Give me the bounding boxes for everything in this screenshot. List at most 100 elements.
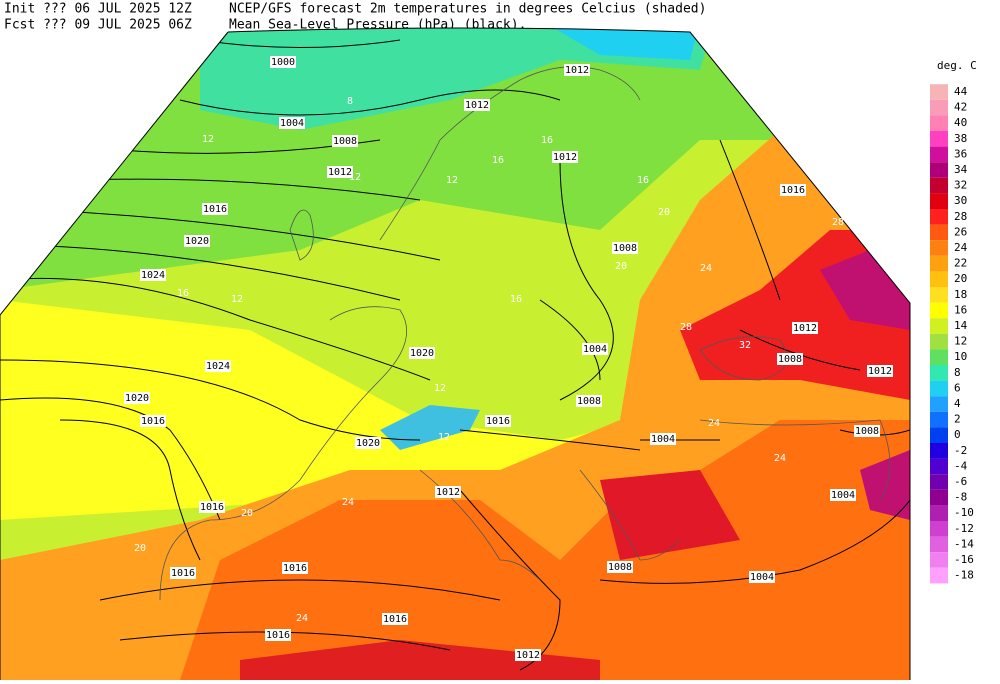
legend-swatch xyxy=(930,396,948,412)
isobar-label-bg xyxy=(485,415,511,427)
legend-label: -18 xyxy=(954,569,974,582)
isobar-label-bg xyxy=(124,392,150,404)
legend-label: -10 xyxy=(954,506,974,519)
legend-label: 28 xyxy=(954,210,967,223)
isobar-label: 1008 xyxy=(778,354,802,365)
legend-label: 42 xyxy=(954,101,967,114)
legend-swatch xyxy=(930,427,948,443)
legend-swatch xyxy=(930,567,948,584)
legend-label: 6 xyxy=(954,381,961,394)
isobar-label: 1012 xyxy=(793,323,817,334)
legend-label: 38 xyxy=(954,132,967,145)
temperature-label: 20 xyxy=(658,207,670,218)
isobar-label: 1004 xyxy=(280,118,304,129)
legend-unit: deg. C xyxy=(937,59,977,72)
temperature-label: 24 xyxy=(700,263,712,274)
isobar-label: 1008 xyxy=(855,426,879,437)
legend-label: 22 xyxy=(954,257,967,270)
isobar-label: 1012 xyxy=(553,152,577,163)
isobar-label-bg xyxy=(792,322,818,334)
isobar-label: 1016 xyxy=(486,416,510,427)
legend-label: 30 xyxy=(954,194,967,207)
legend-label: 26 xyxy=(954,225,967,238)
legend-label: 36 xyxy=(954,147,967,160)
isobar-label: 1012 xyxy=(328,167,352,178)
isobar-label-bg xyxy=(140,415,166,427)
legend-label: -8 xyxy=(954,491,967,504)
isobar-label: 1000 xyxy=(271,57,295,68)
isobar-label: 1004 xyxy=(651,434,675,445)
legend-swatch xyxy=(930,146,948,163)
isobar-label-bg xyxy=(749,571,775,583)
isobar-label-bg xyxy=(282,562,308,574)
legend-swatch xyxy=(930,380,948,397)
isobar-label-bg xyxy=(270,56,296,68)
legend-swatch xyxy=(930,505,948,521)
isobar-label-bg xyxy=(854,425,880,437)
temperature-label: 12 xyxy=(434,383,446,394)
isobar-label-bg xyxy=(564,64,590,76)
legend-label: 8 xyxy=(954,366,961,379)
isobar-label-bg xyxy=(202,203,228,215)
temperature-label: 28 xyxy=(680,322,692,333)
isobar-label-bg xyxy=(867,365,893,377)
isobar-label: 1016 xyxy=(266,630,290,641)
isobar-label: 1024 xyxy=(141,270,165,281)
legend-swatch xyxy=(930,411,948,428)
temperature-label: 16 xyxy=(541,135,553,146)
legend-label: -12 xyxy=(954,522,974,535)
temperature-label: 16 xyxy=(492,155,504,166)
isobar-label: 1016 xyxy=(383,614,407,625)
legend-swatch xyxy=(930,99,948,116)
legend-label: 4 xyxy=(954,397,961,410)
temperature-label: 24 xyxy=(708,418,720,429)
isobar-label-bg xyxy=(515,649,541,661)
temperature-label: 16 xyxy=(637,175,649,186)
isobar-label: 1016 xyxy=(781,185,805,196)
temperature-label: 16 xyxy=(177,288,189,299)
isobar-label: 1008 xyxy=(608,562,632,573)
isobar-label: 1024 xyxy=(206,361,230,372)
legend-swatch xyxy=(930,209,948,225)
legend-label: -16 xyxy=(954,553,974,566)
isobar-label-bg xyxy=(170,567,196,579)
legend-swatch xyxy=(930,84,948,100)
legend-label: -6 xyxy=(954,475,967,488)
legend-label: -2 xyxy=(954,444,967,457)
legend-label: 12 xyxy=(954,335,967,348)
map-labels: 1000 1004 1008 1012 1016 1020 1024 1024 1020 1016… xyxy=(124,56,893,661)
legend-swatch xyxy=(930,162,948,178)
isobar-label-bg xyxy=(332,135,358,147)
legend-swatch xyxy=(930,255,948,272)
temperature-label: 32 xyxy=(739,340,751,351)
legend-label: 16 xyxy=(954,303,967,316)
temperature-label: 12 xyxy=(446,175,458,186)
temperature-label: 12 xyxy=(231,294,243,305)
legend-swatch xyxy=(930,443,948,459)
legend-label: 2 xyxy=(954,413,961,426)
legend-label: 34 xyxy=(954,163,968,176)
isobar-label: 1020 xyxy=(125,393,149,404)
legend-swatch xyxy=(930,193,948,209)
legend-swatch xyxy=(930,302,948,319)
temperature-label: 20 xyxy=(615,261,627,272)
temperature-label: 28 xyxy=(832,217,844,228)
isobar-label-bg xyxy=(355,437,381,449)
init-line: Init ??? 06 JUL 2025 12Z xyxy=(4,2,192,17)
legend-swatch xyxy=(930,365,948,381)
temperature-label: 24 xyxy=(774,453,786,464)
legend-swatch xyxy=(930,271,948,287)
isobar-label-bg xyxy=(140,269,166,281)
isobar-label-bg xyxy=(576,395,602,407)
isobar-label: 1016 xyxy=(283,563,307,574)
temperature-label: 8 xyxy=(347,96,353,107)
isobar-label: 1004 xyxy=(750,572,774,583)
temperature-label: 20 xyxy=(241,508,253,519)
legend-swatch xyxy=(930,552,948,568)
isobar-label: 1012 xyxy=(436,487,460,498)
legend-label: -4 xyxy=(954,459,968,472)
isobar-label: 1012 xyxy=(465,100,489,111)
temperature-label: 24 xyxy=(296,613,308,624)
temperature-label: 16 xyxy=(510,294,522,305)
